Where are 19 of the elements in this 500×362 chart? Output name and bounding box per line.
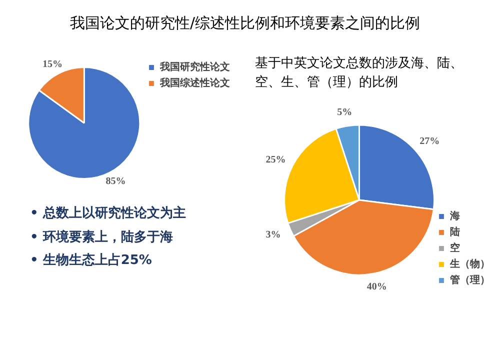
text: • 生物生态上占25% <box>30 252 153 270</box>
legend-label: 生（物） <box>450 258 490 271</box>
text: • 环境要素上，陆多于海 <box>30 228 174 247</box>
data-label: 5% <box>337 107 352 118</box>
legend-label: 陆 <box>450 226 461 239</box>
data-label: 15% <box>42 58 63 70</box>
legend-label: 海 <box>450 210 461 223</box>
data-label: 85% <box>106 176 126 188</box>
legend-label: 我国研究性论文 <box>160 60 230 74</box>
chart-title: 基于中英文论文总数的涉及海、陆、空、生、管（理）的比例 <box>255 55 464 92</box>
data-label: 3% <box>266 230 281 241</box>
legend-label: 空 <box>450 242 461 255</box>
legend-label: 我国综述性论文 <box>160 76 230 90</box>
legend-label: 管（理） <box>450 274 490 287</box>
chart-title: 我国论文的研究性/综述性比例和环境要素之间的比例 <box>68 13 422 34</box>
data-label: 27% <box>420 136 440 147</box>
text: • 总数上以研究性论文为主 <box>30 205 186 223</box>
data-label: 40% <box>366 281 387 292</box>
data-label: 25% <box>266 154 286 166</box>
